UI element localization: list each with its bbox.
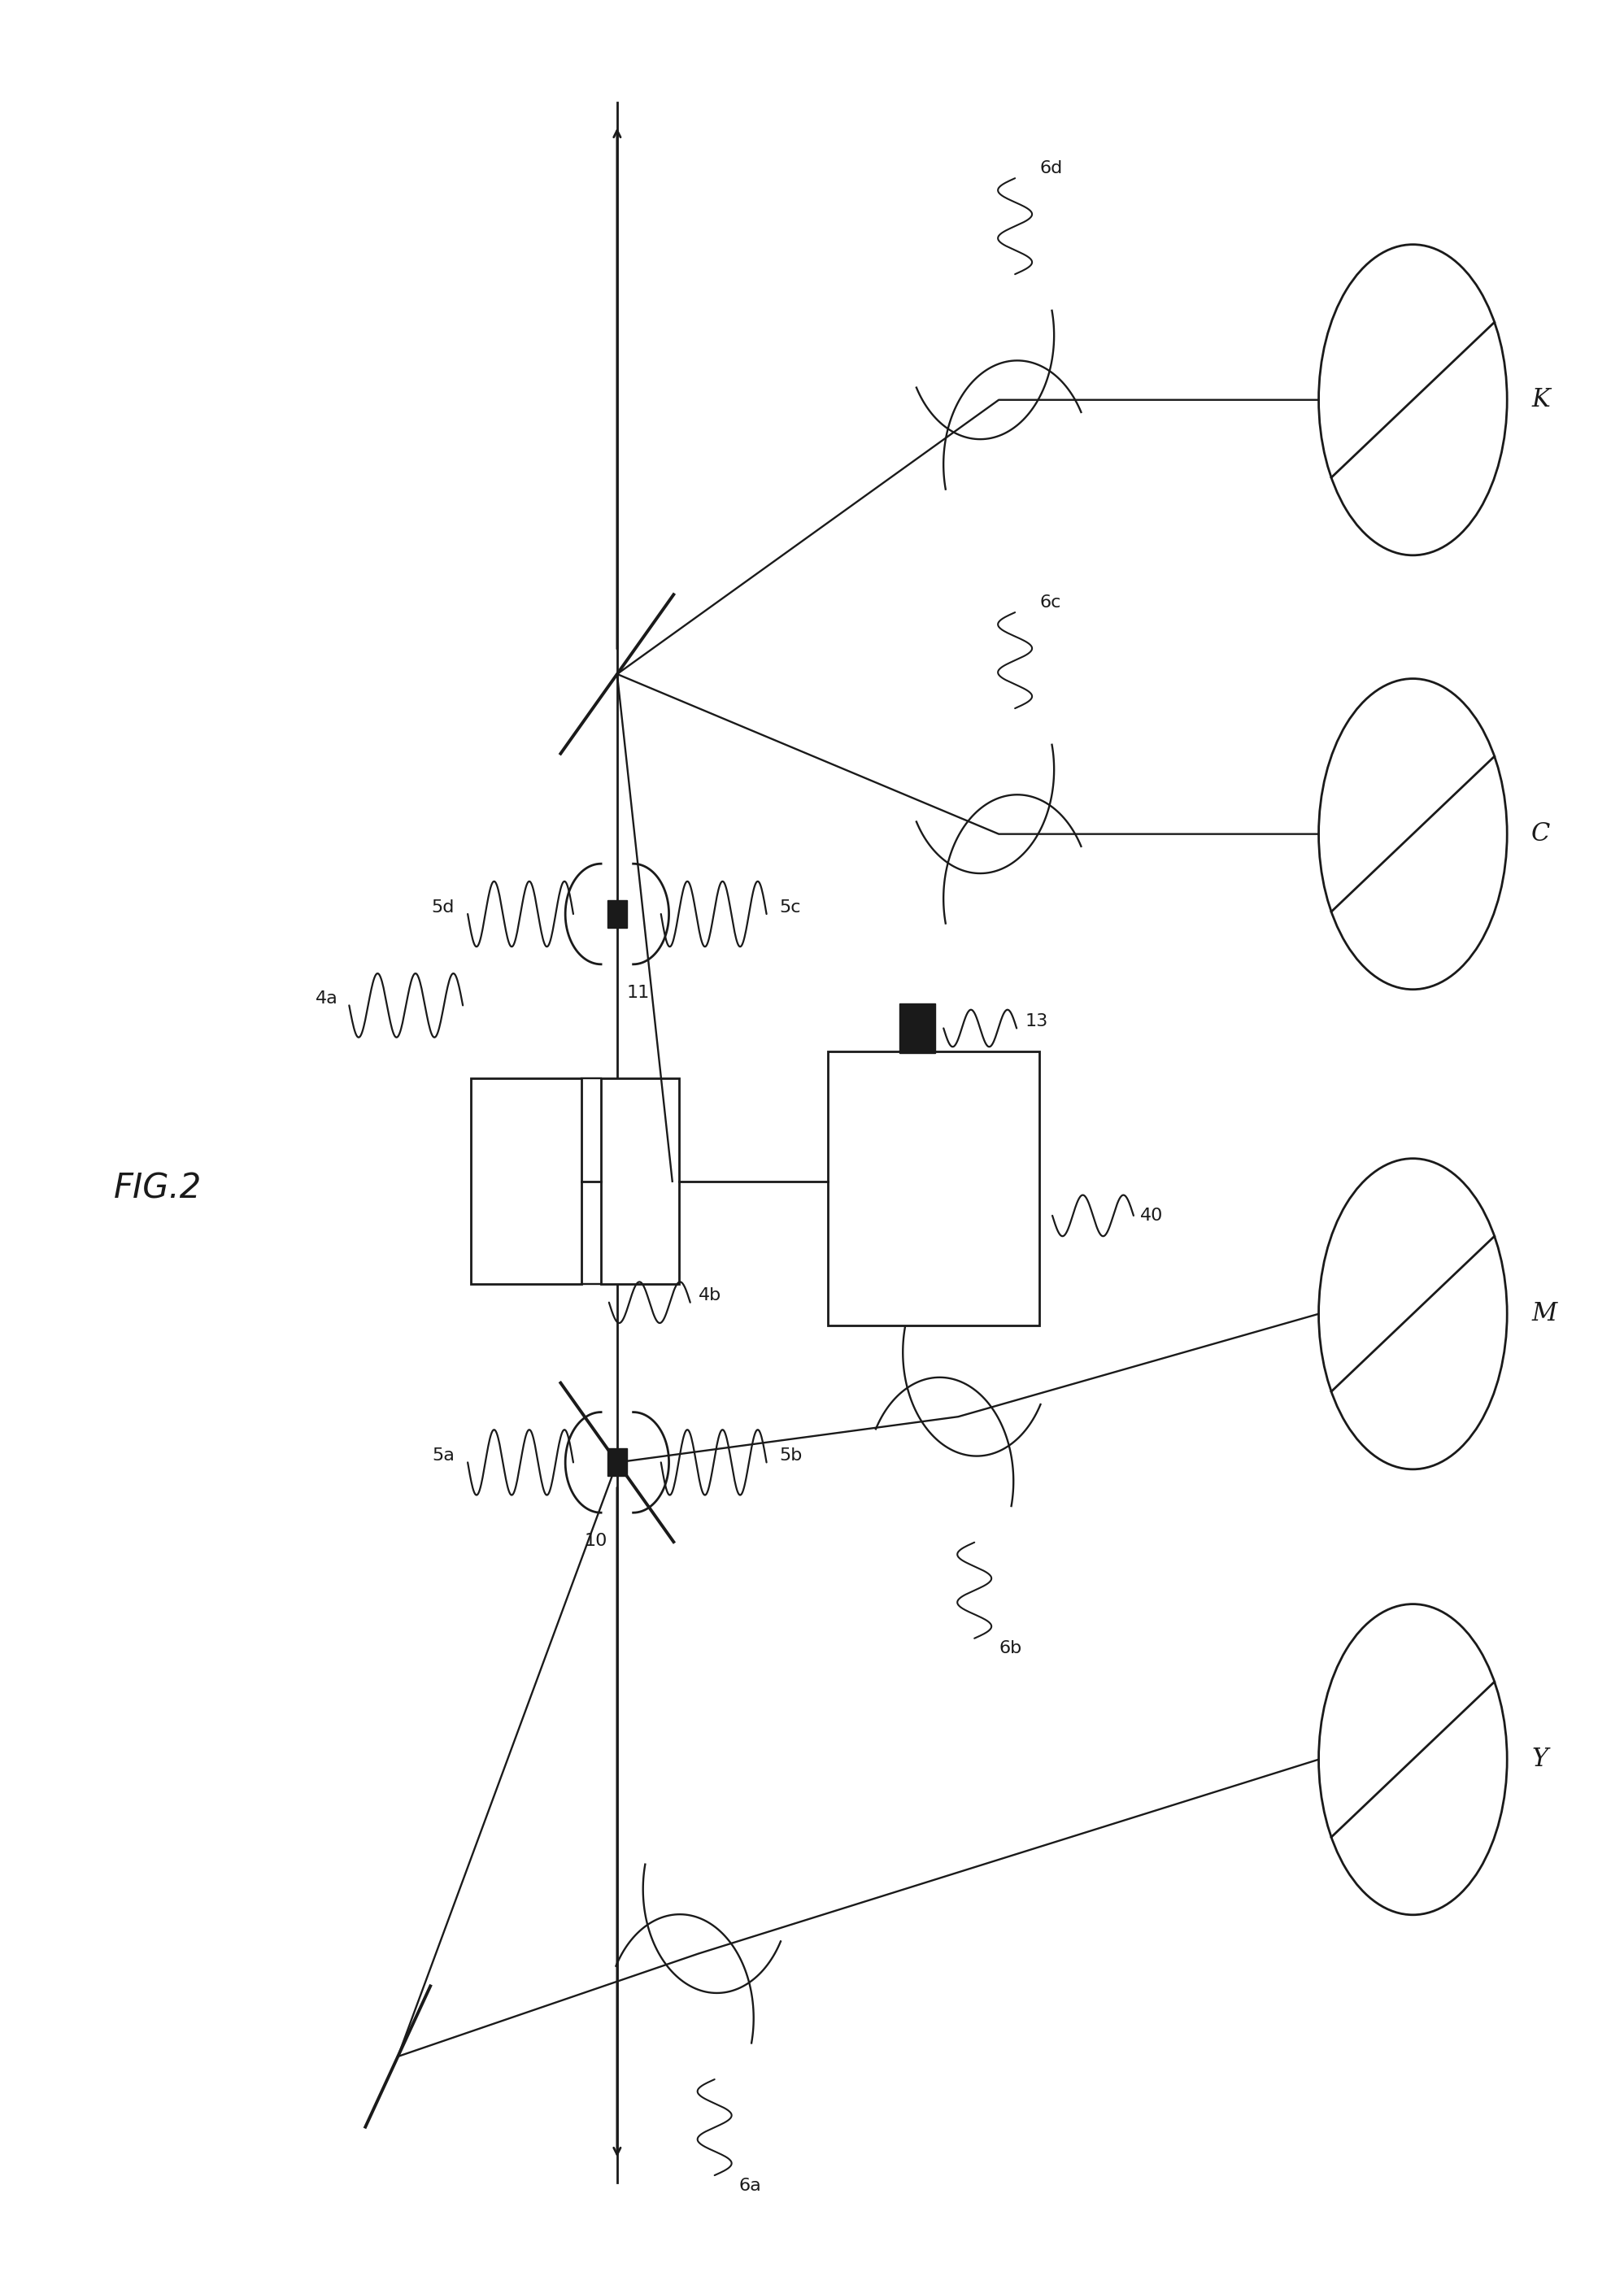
Text: Y: Y xyxy=(1531,1746,1548,1773)
Bar xyxy=(607,900,627,928)
Text: 13: 13 xyxy=(1025,1012,1047,1031)
Text: 6c: 6c xyxy=(1039,594,1060,610)
Text: 5c: 5c xyxy=(780,898,801,916)
Text: M: M xyxy=(1531,1300,1557,1328)
Bar xyxy=(601,1079,679,1284)
Text: K: K xyxy=(1531,386,1549,414)
Text: 5d: 5d xyxy=(432,898,455,916)
Text: FIG.2: FIG.2 xyxy=(114,1172,201,1204)
Text: 5b: 5b xyxy=(780,1446,802,1465)
Text: 6d: 6d xyxy=(1039,160,1062,176)
Text: 4a: 4a xyxy=(315,989,338,1008)
Text: 10: 10 xyxy=(585,1533,607,1549)
Text: 11: 11 xyxy=(627,985,650,1001)
Text: C: C xyxy=(1531,820,1551,848)
Bar xyxy=(900,1003,935,1053)
Text: 40: 40 xyxy=(1140,1206,1163,1225)
Text: 6b: 6b xyxy=(999,1641,1021,1657)
Bar xyxy=(828,1051,1039,1325)
Bar xyxy=(471,1079,581,1284)
Text: 5a: 5a xyxy=(432,1446,455,1465)
Text: 6a: 6a xyxy=(739,2178,762,2194)
Text: 4b: 4b xyxy=(698,1286,721,1305)
Bar xyxy=(607,1449,627,1476)
